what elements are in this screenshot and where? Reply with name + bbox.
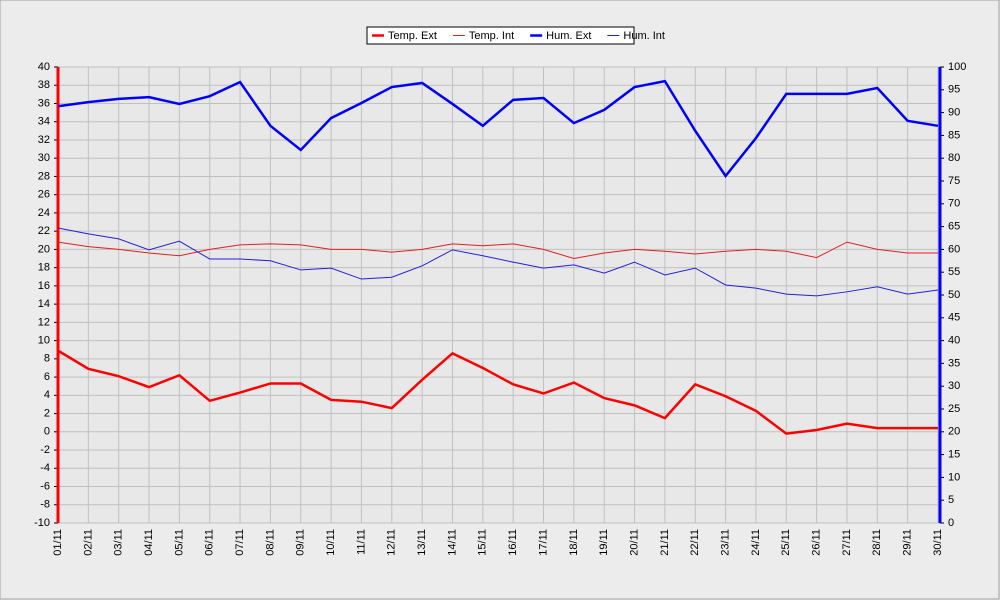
- x-tick-label: 08/11: [264, 529, 276, 556]
- y-tick-label: 2: [44, 407, 50, 419]
- x-tick-label: 22/11: [689, 529, 701, 556]
- y-tick-label: 10: [38, 335, 50, 347]
- y2-tick-label: 60: [948, 243, 960, 255]
- y-tick-label: -6: [40, 480, 50, 492]
- legend-label: Hum. Ext: [546, 30, 591, 42]
- y2-tick-label: 30: [948, 380, 960, 392]
- y2-tick-label: 45: [948, 312, 960, 324]
- y-tick-label: -2: [40, 444, 50, 456]
- x-tick-label: 29/11: [902, 529, 914, 556]
- x-tick-label: 02/11: [82, 529, 94, 556]
- x-tick-label: 10/11: [325, 529, 337, 556]
- x-tick-label: 19/11: [598, 529, 610, 556]
- x-tick-label: 24/11: [750, 529, 762, 556]
- y-tick-label: 6: [44, 371, 50, 383]
- y2-tick-label: 75: [948, 175, 960, 187]
- y-tick-label: 32: [38, 134, 50, 146]
- y2-tick-label: 65: [948, 221, 960, 233]
- y-tick-label: 18: [38, 262, 50, 274]
- y-tick-label: 8: [44, 353, 50, 365]
- legend-label: Temp. Int: [469, 30, 514, 42]
- plot-area: [58, 67, 940, 523]
- y2-tick-label: 15: [948, 449, 960, 461]
- y2-tick-label: 50: [948, 289, 960, 301]
- series-line: [57, 241, 938, 260]
- y-tick-label: 24: [38, 207, 50, 219]
- y2-tick-label: 95: [948, 84, 960, 96]
- x-tick-label: 13/11: [416, 529, 428, 556]
- y-tick-label: 40: [38, 61, 50, 73]
- x-tick-label: 21/11: [659, 529, 671, 556]
- x-tick-label: 06/11: [204, 529, 216, 556]
- x-tick-label: 20/11: [628, 529, 640, 556]
- y-tick-label: 16: [38, 280, 50, 292]
- y2-tick-label: 20: [948, 426, 960, 438]
- y-tick-label: 26: [38, 189, 50, 201]
- y2-tick-label: 40: [948, 335, 960, 347]
- series-line: [57, 349, 938, 435]
- y-tick-label: -10: [34, 517, 50, 529]
- y2-tick-label: 80: [948, 152, 960, 164]
- x-tick-label: 27/11: [841, 529, 853, 556]
- y2-tick-label: 55: [948, 266, 960, 278]
- y2-tick-label: 70: [948, 198, 960, 210]
- y-tick-label: 30: [38, 152, 50, 164]
- x-tick-label: 14/11: [446, 529, 458, 556]
- y2-tick-label: 25: [948, 403, 960, 415]
- y-tick-label: 0: [44, 426, 50, 438]
- x-tick-label: 23/11: [719, 529, 731, 556]
- y-tick-label: -4: [40, 462, 50, 474]
- x-tick-label: 09/11: [295, 529, 307, 556]
- y-tick-label: 28: [38, 170, 50, 182]
- y2-tick-label: 85: [948, 129, 960, 141]
- x-tick-label: 07/11: [234, 529, 246, 556]
- x-tick-label: 17/11: [537, 529, 549, 556]
- x-tick-label: 26/11: [811, 529, 823, 556]
- y-tick-label: 4: [44, 389, 50, 401]
- legend-label: Temp. Ext: [388, 30, 437, 42]
- x-tick-label: 28/11: [871, 529, 883, 556]
- x-tick-label: 05/11: [173, 529, 185, 556]
- y-tick-label: 38: [38, 79, 50, 91]
- y2-tick-label: 90: [948, 107, 960, 119]
- series-line: [57, 79, 939, 179]
- series-line: [57, 227, 939, 297]
- y-tick-label: 14: [38, 298, 50, 310]
- y2-tick-label: 100: [948, 61, 966, 73]
- x-tick-label: 16/11: [507, 529, 519, 556]
- y2-tick-label: 10: [948, 471, 960, 483]
- y-tick-label: 20: [38, 243, 50, 255]
- y2-tick-label: 35: [948, 357, 960, 369]
- x-tick-label: 30/11: [932, 529, 944, 556]
- x-tick-label: 11/11: [355, 529, 367, 555]
- x-tick-label: 12/11: [386, 529, 398, 556]
- y-tick-label: 12: [38, 316, 50, 328]
- x-tick-label: 03/11: [113, 529, 125, 556]
- y-tick-label: 34: [38, 116, 50, 128]
- y-tick-label: 36: [38, 97, 50, 109]
- y2-tick-label: 0: [948, 517, 954, 529]
- x-tick-label: 04/11: [143, 529, 155, 556]
- legend-box: [366, 26, 635, 45]
- x-tick-label: 25/11: [780, 529, 792, 556]
- y2-tick-label: 5: [948, 494, 954, 506]
- legend-label: Hum. Int: [623, 30, 665, 42]
- x-tick-label: 18/11: [568, 529, 580, 556]
- y-tick-label: -8: [40, 499, 50, 511]
- y-tick-label: 22: [38, 225, 50, 237]
- x-tick-label: 15/11: [477, 529, 489, 556]
- x-tick-label: 01/11: [52, 529, 64, 556]
